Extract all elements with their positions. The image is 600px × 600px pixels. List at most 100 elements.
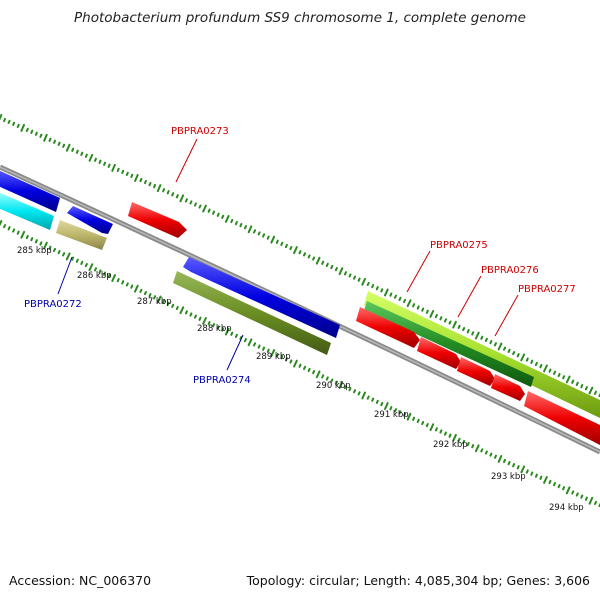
- major-tick: [270, 235, 276, 244]
- major-tick: [111, 274, 116, 282]
- major-tick: [384, 402, 389, 410]
- gene-arrow[interactable]: [356, 307, 420, 348]
- minor-tick: [439, 316, 443, 321]
- gene-label[interactable]: PBPRA0273: [171, 126, 229, 137]
- minor-tick: [280, 241, 284, 246]
- minor-tick: [321, 260, 325, 265]
- minor-tick: [343, 384, 347, 390]
- major-tick: [88, 153, 94, 162]
- gene-arrow[interactable]: [67, 206, 113, 234]
- minor-tick: [7, 119, 11, 124]
- minor-tick: [3, 224, 7, 229]
- minor-tick: [153, 184, 156, 189]
- gene-arrow[interactable]: [0, 192, 54, 230]
- major-tick: [0, 220, 3, 227]
- major-tick: [156, 184, 162, 193]
- minor-tick: [7, 226, 11, 231]
- gene-arrow[interactable]: [417, 337, 461, 369]
- minor-tick: [366, 395, 370, 400]
- major-tick: [361, 391, 366, 400]
- minor-tick: [130, 284, 134, 289]
- gene-label[interactable]: PBPRA0277: [518, 284, 576, 295]
- minor-tick: [243, 338, 247, 343]
- minor-tick: [125, 282, 129, 287]
- major-tick: [520, 465, 526, 474]
- minor-tick: [34, 239, 38, 244]
- minor-tick: [262, 233, 266, 238]
- gene-label[interactable]: PBPRA0274: [193, 375, 251, 386]
- minor-tick: [234, 333, 238, 338]
- minor-tick: [562, 375, 566, 380]
- gene-label[interactable]: PBPRA0272: [24, 299, 82, 310]
- major-tick: [497, 342, 503, 351]
- minor-tick: [503, 458, 506, 464]
- minor-tick: [434, 314, 438, 319]
- minor-tick: [334, 380, 338, 385]
- minor-tick: [257, 344, 261, 349]
- minor-tick: [353, 389, 357, 394]
- minor-tick: [84, 153, 88, 158]
- minor-tick: [307, 367, 311, 373]
- minor-tick: [448, 433, 452, 438]
- minor-tick: [139, 177, 143, 183]
- minor-tick: [507, 461, 511, 466]
- major-tick: [565, 375, 571, 384]
- minor-tick: [539, 475, 543, 480]
- minor-tick: [125, 171, 129, 176]
- minor-tick: [484, 337, 488, 342]
- gene-arrow[interactable]: [364, 301, 534, 387]
- major-tick: [134, 174, 139, 182]
- minor-tick: [80, 260, 84, 265]
- major-tick: [361, 277, 366, 286]
- minor-tick: [457, 324, 461, 329]
- minor-tick: [380, 401, 384, 407]
- minor-tick: [25, 234, 29, 240]
- kbp-label: 287 kbp: [137, 297, 172, 307]
- minor-tick: [457, 437, 461, 442]
- major-tick: [20, 230, 26, 239]
- minor-tick: [194, 202, 197, 207]
- minor-tick: [207, 208, 211, 213]
- minor-tick: [84, 263, 88, 268]
- major-tick: [338, 267, 344, 276]
- gene-arrow[interactable]: [491, 374, 525, 401]
- minor-tick: [16, 230, 20, 235]
- minor-tick: [553, 482, 556, 487]
- minor-tick: [162, 188, 166, 193]
- major-tick: [224, 327, 230, 336]
- minor-tick: [39, 241, 43, 246]
- minor-tick: [239, 223, 243, 228]
- minor-tick: [448, 320, 452, 325]
- gene-arrow[interactable]: [128, 202, 187, 238]
- gene-arrow[interactable]: [524, 391, 600, 445]
- minor-tick: [189, 200, 193, 205]
- minor-tick: [412, 303, 416, 308]
- gene-arrow[interactable]: [56, 220, 107, 250]
- minor-tick: [189, 312, 193, 317]
- minor-tick: [416, 418, 420, 423]
- major-tick: [20, 123, 25, 132]
- major-tick: [520, 353, 526, 362]
- major-tick: [0, 114, 3, 121]
- minor-tick: [143, 291, 147, 296]
- minor-tick: [198, 204, 202, 209]
- gene-arrow[interactable]: [0, 170, 60, 212]
- minor-tick: [416, 305, 420, 310]
- outer-tick-row: [0, 114, 600, 398]
- gene-arrow[interactable]: [457, 357, 495, 386]
- minor-tick: [103, 161, 106, 166]
- gene-arrow[interactable]: [173, 271, 331, 355]
- minor-tick: [380, 288, 384, 293]
- minor-tick: [57, 250, 61, 255]
- gene-label[interactable]: PBPRA0276: [481, 265, 539, 276]
- minor-tick: [234, 221, 238, 226]
- minor-tick: [71, 256, 75, 261]
- minor-tick: [107, 163, 111, 168]
- gene-label[interactable]: PBPRA0275: [430, 240, 488, 251]
- minor-tick: [12, 228, 16, 233]
- minor-tick: [398, 410, 402, 415]
- minor-tick: [516, 465, 520, 470]
- minor-tick: [275, 353, 279, 358]
- gene-arrow[interactable]: [183, 257, 340, 338]
- minor-tick: [12, 121, 16, 126]
